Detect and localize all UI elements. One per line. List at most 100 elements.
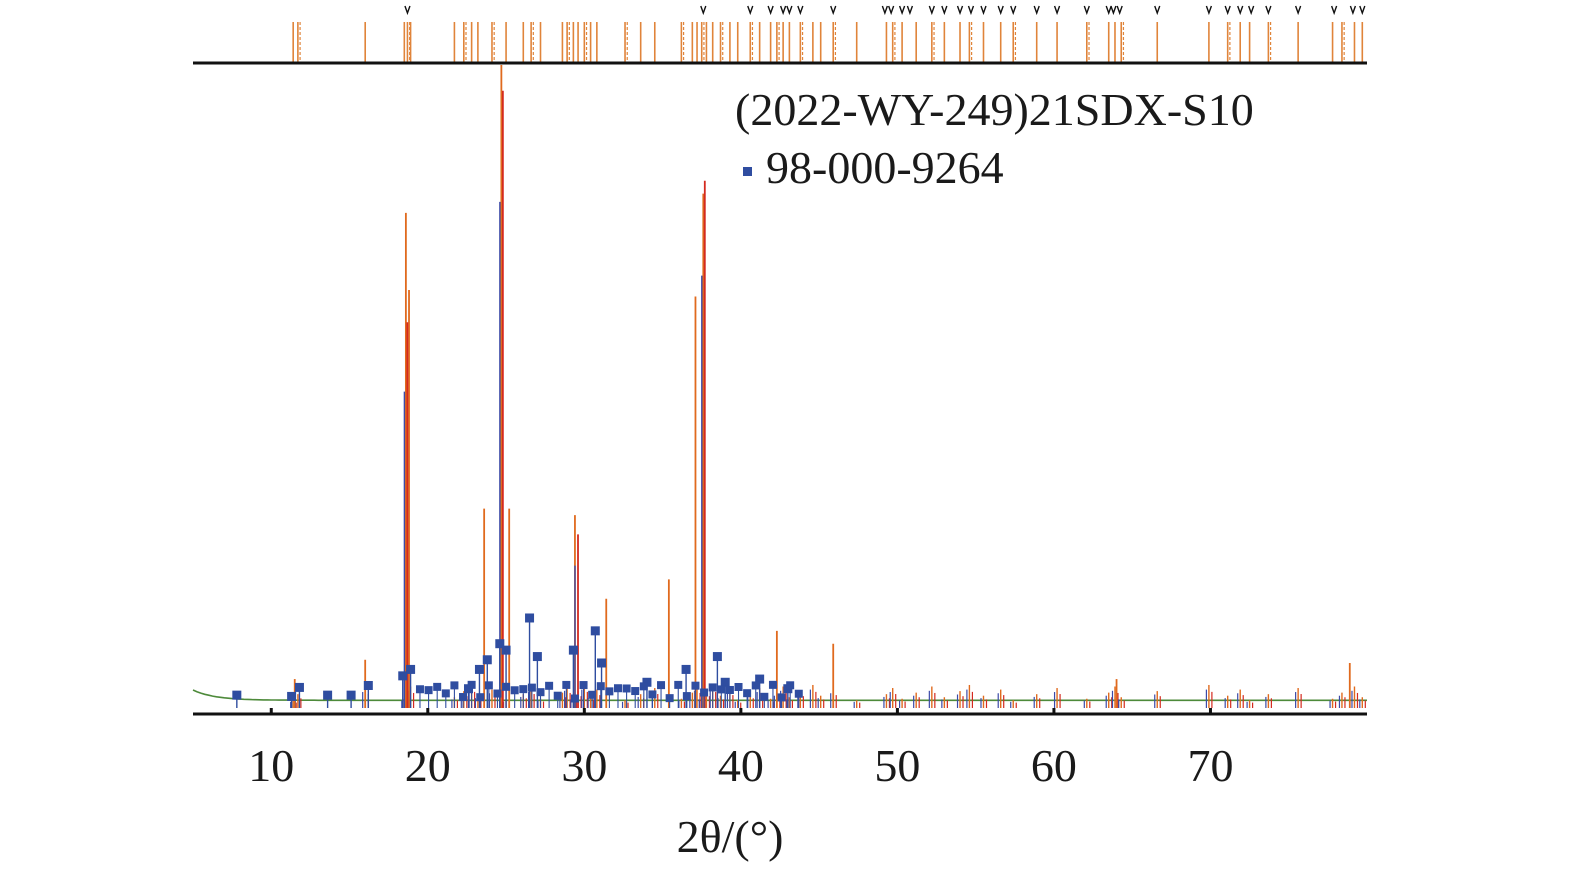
hkl-marker bbox=[797, 5, 804, 16]
hkl-marker bbox=[700, 5, 707, 16]
reference-marker bbox=[482, 655, 492, 665]
x-tick-label: 30 bbox=[561, 740, 607, 791]
hkl-marker bbox=[881, 5, 889, 16]
reference-marker bbox=[553, 691, 562, 700]
hkl-marker bbox=[1110, 5, 1117, 16]
reference-marker bbox=[597, 658, 607, 668]
legend: (2022-WY-249)21SDX-S10 98-000-9264 bbox=[735, 84, 1254, 193]
reference-marker bbox=[768, 680, 777, 689]
reference-marker bbox=[294, 682, 304, 692]
legend-label-sample: (2022-WY-249)21SDX-S10 bbox=[735, 84, 1254, 135]
reference-marker bbox=[545, 681, 554, 690]
reference-marker bbox=[493, 689, 502, 698]
reference-marker bbox=[622, 684, 631, 693]
reference-marker bbox=[525, 613, 535, 623]
reference-marker bbox=[406, 664, 416, 674]
reference-marker bbox=[682, 692, 691, 701]
reference-marker bbox=[642, 677, 652, 687]
hkl-marker bbox=[967, 5, 975, 16]
reference-marker bbox=[501, 645, 511, 655]
hkl-marker-row bbox=[404, 5, 1366, 16]
reference-marker bbox=[287, 691, 297, 701]
x-tick-label: 20 bbox=[405, 740, 451, 791]
hkl-marker bbox=[1265, 5, 1272, 16]
x-tick-label: 10 bbox=[248, 740, 294, 791]
reference-marker bbox=[433, 682, 442, 691]
reference-marker bbox=[484, 681, 493, 690]
reference-marker bbox=[717, 685, 726, 694]
reference-marker bbox=[613, 684, 622, 693]
reference-marker bbox=[510, 686, 519, 695]
hkl-marker bbox=[956, 5, 964, 16]
reference-marker bbox=[476, 693, 485, 702]
hkl-marker bbox=[1330, 5, 1338, 16]
reference-marker bbox=[502, 682, 511, 691]
reference-marker bbox=[708, 683, 717, 692]
hkl-marker bbox=[1359, 5, 1366, 16]
reference-marker bbox=[786, 681, 795, 690]
reference-marker bbox=[415, 685, 424, 694]
hkl-marker bbox=[786, 5, 793, 16]
reference-marker bbox=[398, 671, 408, 681]
reference-marker bbox=[657, 681, 666, 690]
hkl-marker bbox=[404, 5, 411, 16]
reference-marker bbox=[596, 682, 605, 691]
reference-marker bbox=[648, 690, 657, 699]
reference-marker bbox=[346, 690, 356, 700]
reference-marker bbox=[527, 683, 536, 692]
reference-marker bbox=[424, 686, 433, 695]
reference-marker bbox=[665, 694, 674, 703]
x-tick-label: 50 bbox=[874, 740, 920, 791]
x-tick-label: 40 bbox=[718, 740, 764, 791]
reference-marker bbox=[532, 652, 542, 662]
x-tick-label: 70 bbox=[1187, 740, 1233, 791]
reference-marker bbox=[712, 652, 722, 662]
hkl-marker bbox=[1294, 5, 1302, 16]
reference-marker bbox=[720, 677, 730, 687]
legend-label-reference: 98-000-9264 bbox=[766, 142, 1004, 193]
reference-marker bbox=[631, 687, 640, 696]
hkl-marker bbox=[1053, 5, 1061, 16]
reference-marker bbox=[467, 680, 476, 689]
reference-marker bbox=[681, 664, 691, 674]
reference-marker bbox=[743, 689, 752, 698]
hkl-marker bbox=[898, 5, 906, 16]
calculated-pattern bbox=[403, 90, 706, 708]
reference-marker bbox=[562, 680, 571, 689]
reference-marker bbox=[605, 687, 614, 696]
hkl-marker bbox=[1224, 5, 1231, 16]
hkl-marker bbox=[747, 5, 754, 16]
legend-square-marker bbox=[743, 167, 752, 176]
reference-marker bbox=[760, 692, 769, 701]
reference-marker bbox=[725, 685, 734, 694]
reference-marker bbox=[777, 693, 786, 702]
hkl-marker bbox=[1349, 5, 1357, 16]
x-tick-label: 60 bbox=[1031, 740, 1077, 791]
hkl-marker bbox=[1205, 5, 1213, 16]
hkl-marker bbox=[997, 5, 1004, 16]
hkl-marker bbox=[767, 5, 774, 16]
reference-marker bbox=[323, 690, 333, 700]
hkl-marker bbox=[1010, 5, 1017, 16]
hkl-marker bbox=[887, 5, 895, 16]
reference-marker bbox=[700, 688, 709, 697]
hkl-marker bbox=[1105, 5, 1112, 16]
reference-marker bbox=[579, 681, 588, 690]
reference-marker bbox=[755, 674, 765, 684]
reference-marker bbox=[674, 680, 683, 689]
reference-marker bbox=[450, 681, 459, 690]
hkl-marker bbox=[980, 5, 987, 16]
hkl-marker bbox=[1154, 5, 1161, 16]
reference-marker bbox=[495, 639, 505, 649]
hkl-marker bbox=[1083, 5, 1090, 16]
hkl-marker bbox=[1248, 5, 1255, 16]
reference-marker bbox=[751, 681, 760, 690]
reference-tick-panel bbox=[292, 22, 1364, 62]
reference-marker bbox=[519, 685, 528, 694]
hkl-marker bbox=[906, 5, 914, 16]
hkl-marker bbox=[1237, 5, 1244, 16]
reference-pattern bbox=[232, 613, 803, 708]
reference-marker bbox=[474, 664, 484, 674]
hkl-marker bbox=[1033, 5, 1040, 16]
